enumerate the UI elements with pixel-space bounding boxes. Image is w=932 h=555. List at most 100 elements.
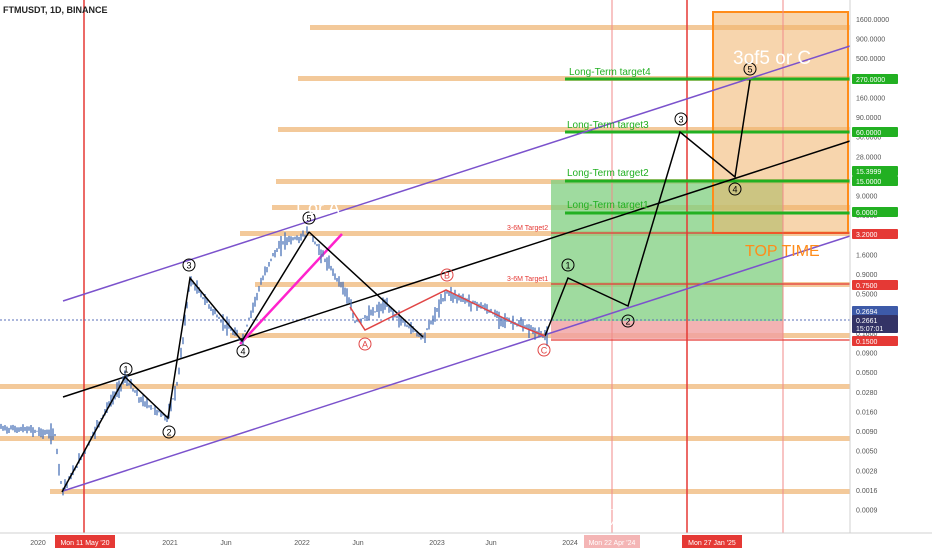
- wave-label-circle: [182, 258, 196, 272]
- impulse-wave-projection: [544, 79, 751, 337]
- time-axis[interactable]: 2020 Mon 11 May '20 2021 Jun 2022 Jun 2023 Jun 2…: [0, 532, 932, 548]
- time-tick-label: 2022: [294, 540, 310, 547]
- midline-trend[interactable]: [62, 140, 851, 398]
- wave-labels: 1 2 3 4 5 A B C 1 2 3 4 5: [119, 62, 757, 439]
- price-flag: [852, 176, 898, 186]
- zone-band: [278, 127, 850, 132]
- price-flag-label: 6.0000: [856, 210, 878, 217]
- target3-label: Long-Term target3: [567, 120, 649, 131]
- wave-label-circle: [119, 362, 133, 376]
- wave-label: 3: [678, 115, 683, 125]
- wave-label-circle: [358, 337, 372, 351]
- magenta-trendline[interactable]: [239, 233, 343, 345]
- price-tick-label: 0.5000: [856, 292, 878, 299]
- channel-upper-line[interactable]: [62, 45, 851, 302]
- time-tick-label: 2024: [562, 540, 578, 547]
- price-tick-label: 50.0000: [856, 135, 881, 142]
- target4-label: Long-Term target4: [569, 67, 651, 78]
- time-tick-label: 2020: [30, 540, 46, 547]
- price-tick-label: 0.0028: [856, 468, 878, 475]
- price-flag: [852, 306, 898, 316]
- wave-label-circle: [728, 182, 742, 196]
- time-tick-label: Jun: [485, 540, 496, 547]
- label-3of5-or-c: 3of5 or C: [733, 48, 811, 69]
- price-flag: [852, 315, 898, 325]
- abc-correction-black: [308, 231, 424, 338]
- price-tick-label: 90.0000: [856, 115, 881, 122]
- wave-label-circle: [621, 314, 635, 328]
- zone-band: [0, 436, 850, 441]
- label-2-or-b: 2 or B: [521, 358, 569, 378]
- price-tick-label: 0.0050: [856, 449, 878, 456]
- price-flag-label: 15:07:01: [856, 326, 883, 333]
- wave-label-circle: [236, 344, 250, 358]
- time-tick-label: 2021: [162, 540, 178, 547]
- price-tick-label: 1.6000: [856, 252, 878, 259]
- price-flag: [852, 207, 898, 217]
- price-tick-label: 0.9000: [856, 272, 878, 279]
- wave-label: 1: [123, 365, 128, 375]
- zone-band: [50, 489, 850, 494]
- target1-label: Long-Term target1: [567, 200, 649, 211]
- price-flag: [852, 74, 898, 84]
- time-tick-label: Mon 11 May '20: [60, 540, 109, 547]
- time-tick-label: 2023: [429, 540, 445, 547]
- price-flag: [852, 166, 898, 176]
- price-flag: [852, 127, 898, 137]
- symbol-header: FTMUSDT, 1D, BINANCE: [3, 5, 108, 15]
- long-position-stop-zone[interactable]: [551, 321, 783, 339]
- price-tick-label: 900.0000: [856, 37, 885, 44]
- price-tick-label: 28.0000: [856, 154, 881, 161]
- wave-label: 4: [732, 185, 737, 195]
- zone-band: [230, 333, 850, 338]
- wave-label: 5: [306, 214, 311, 224]
- wave-label-circle: [440, 268, 454, 282]
- label-top-time: TOP TIME: [745, 243, 820, 260]
- zone-band: [0, 384, 850, 389]
- price-flag-label: 60.0000: [856, 130, 881, 137]
- wave-label-circle: [674, 112, 688, 126]
- price-flag: [852, 323, 898, 333]
- zone-band: [310, 25, 850, 30]
- abc-correction-red: [349, 289, 546, 337]
- price-tick-label: 1600.0000: [856, 17, 889, 24]
- zone-band: [240, 231, 850, 236]
- target2-label: Long-Term target2: [567, 168, 649, 179]
- btc-halving-label-2: HALVING: [594, 518, 629, 527]
- wave-label-circle: [537, 343, 551, 357]
- price-flag: [852, 280, 898, 290]
- price-axis[interactable]: 1600.0000 900.0000 500.0000 270.0000 160.000…: [849, 0, 898, 533]
- wave-label: 2: [625, 317, 630, 327]
- price-tick-label: 0.1600: [856, 331, 878, 338]
- target-3-6m-1-label: 3-6M Target1: [507, 276, 548, 283]
- channel-lower-line[interactable]: [62, 235, 851, 492]
- price-tick-label: 0.0016: [856, 488, 878, 495]
- label-1-or-a: 1 or A: [293, 198, 340, 218]
- price-flag-label: 3.2000: [856, 232, 878, 239]
- price-flag-label: 0.7500: [856, 283, 878, 290]
- price-tick-label: 160.0000: [856, 95, 885, 102]
- time-tick-label: Mon 27 Jan '25: [688, 540, 736, 547]
- impulse-wave-1-5: [61, 231, 310, 493]
- wave-label-circle: [162, 425, 176, 439]
- time-flag: [682, 535, 742, 548]
- time-flag: [55, 535, 115, 548]
- wave-label-circle: [302, 211, 316, 225]
- wave-label: 3: [186, 261, 191, 271]
- price-flag-label: 0.2661: [856, 318, 878, 325]
- price-flag: [852, 336, 898, 346]
- price-flag-label: 0.2694: [856, 309, 878, 316]
- price-flag-label: 270.0000: [856, 77, 885, 84]
- price-tick-label: 0.0280: [856, 390, 878, 397]
- price-flag-label: 15.3999: [856, 169, 881, 176]
- time-tick-label: Jun: [220, 540, 231, 547]
- price-tick-label: 0.0900: [856, 351, 878, 358]
- price-tick-label: 0.0160: [856, 409, 878, 416]
- price-flag-label: 15.0000: [856, 179, 881, 186]
- wave-label: C: [541, 346, 548, 356]
- price-flag-label: 0.1500: [856, 339, 878, 346]
- time-tick-label: Mon 22 Apr '24: [589, 540, 636, 547]
- top-time-box[interactable]: [712, 11, 849, 234]
